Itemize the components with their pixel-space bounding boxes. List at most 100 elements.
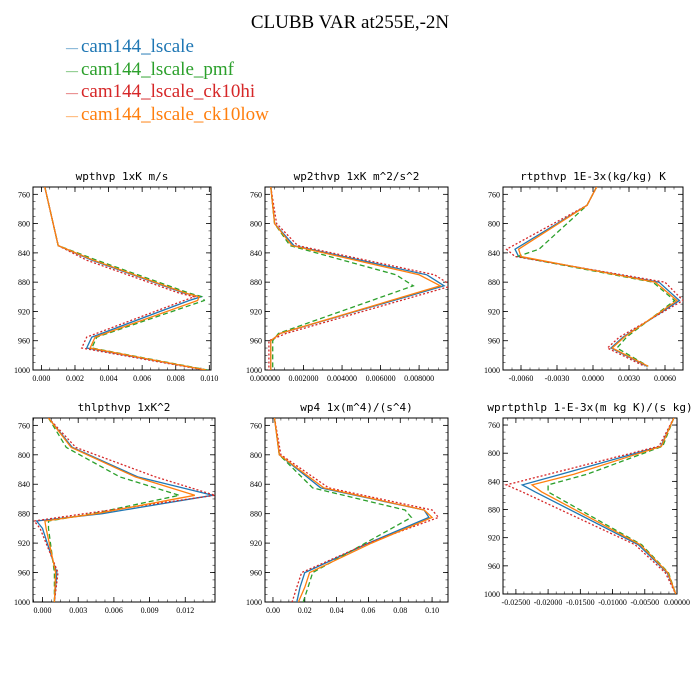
plot-frame (32, 186, 212, 371)
x-tick-label: -0.02000 (534, 598, 563, 607)
x-tick-label: 0.008 (167, 374, 185, 383)
series-line-cam144_lscale (520, 418, 677, 594)
y-tick-label: 1000 (246, 366, 262, 375)
series-line-cam144_lscale_pmf (514, 187, 676, 367)
y-tick-label: 1000 (14, 598, 30, 607)
legend-line-icon: — (66, 63, 81, 78)
subplot: wpthvp 1xK m/s76080084088092096010000.00… (14, 170, 218, 383)
series-line-cam144_lscale_ck10hi (273, 418, 440, 602)
series-line-cam144_lscale_ck10hi (33, 418, 215, 602)
y-tick-label: 1000 (246, 598, 262, 607)
subplot: wprtpthlp 1-E-3x(m kg K)/(s kg) 760 800 840… (484, 401, 693, 607)
x-tick-label: 0.000000 (250, 374, 280, 383)
subplot-title: wp2thvp 1xK m^2/s^2 (294, 170, 420, 183)
y-tick-label: 960 (488, 562, 500, 571)
x-tick-label: -0.0060 (509, 374, 534, 383)
x-tick-label: 0.0060 (654, 374, 676, 383)
y-tick-label: 1000 (484, 366, 500, 375)
series-line-cam144_lscale (514, 187, 681, 367)
x-tick-label: 0.006000 (366, 374, 396, 383)
y-tick-label: 960 (18, 569, 30, 578)
series-line-cam144_lscale_pmf (270, 187, 415, 370)
plot-frame (32, 417, 216, 603)
legend-label: cam144_lscale_ck10hi (81, 81, 256, 103)
legend-item: — cam144_lscale_pmf (66, 59, 269, 82)
x-tick-label: 0.10 (425, 606, 439, 615)
legend-line-icon: — (66, 40, 81, 55)
x-tick-label: 0.06 (361, 606, 375, 615)
legend: — cam144_lscale — cam144_lscale_pmf — ca… (66, 36, 269, 127)
series-line-cam144_lscale (270, 187, 446, 370)
plot-frame (264, 186, 449, 371)
y-tick-label: 920 (18, 307, 30, 316)
subplot-title: wp4 1x(m^4)/(s^4) (300, 401, 413, 414)
y-tick-label: 880 (250, 510, 262, 519)
y-tick-label: 960 (488, 337, 500, 346)
x-tick-label: 0.012 (176, 606, 194, 615)
x-tick-label: 0.004000 (327, 374, 357, 383)
legend-label: cam144_lscale_ck10low (81, 103, 269, 125)
x-tick-label: 0.00000 (664, 598, 690, 607)
x-tick-label: 0.002 (66, 374, 84, 383)
series-line-cam144_lscale_ck10low (273, 418, 434, 602)
legend-line-icon: — (66, 85, 81, 100)
series-line-cam144_lscale_ck10hi (44, 187, 205, 370)
y-tick-label: 840 (488, 249, 500, 258)
subplot: wp2thvp 1xK m^2/s^2 760 800 840 880 920 960 100… (246, 170, 449, 383)
y-tick-label: 1000 (484, 590, 500, 599)
y-tick-label: 760 (488, 421, 500, 430)
y-tick-label: 960 (250, 569, 262, 578)
subplot: wp4 1x(m^4)/(s^4) 760 800 840 880 920 960 1000 0… (246, 401, 449, 615)
x-tick-label: -0.01500 (566, 598, 595, 607)
x-tick-label: 0.002000 (289, 374, 319, 383)
y-tick-label: 960 (18, 337, 30, 346)
y-tick-label: 800 (18, 220, 30, 229)
legend-item: — cam144_lscale_ck10hi (66, 81, 269, 104)
y-tick-label: 920 (250, 539, 262, 548)
x-tick-label: 0.08 (393, 606, 407, 615)
series-line-cam144_lscale_pmf (273, 418, 413, 602)
subplot-title: wprtpthlp 1-E-3x(m kg K)/(s kg) (487, 401, 692, 414)
series-line-cam144_lscale_ck10low (44, 187, 207, 370)
series-line-cam144_lscale_ck10hi (268, 187, 448, 370)
x-tick-label: -0.02500 (502, 598, 531, 607)
y-tick-label: 800 (250, 451, 262, 460)
series-line-cam144_lscale_pmf (44, 187, 208, 370)
y-tick-label: 880 (488, 506, 500, 515)
y-tick-label: 840 (18, 480, 30, 489)
chart-title: CLUBB VAR at255E,-2N (250, 12, 450, 33)
series-line-cam144_lscale_ck10hi (505, 187, 683, 367)
series-line-cam144_lscale (35, 418, 213, 602)
x-tick-label: 0.006 (133, 374, 151, 383)
subplot: thlpthvp 1xK^2 760 800 840 880 920 960 1000 0.00… (14, 401, 216, 615)
x-tick-label: 0.0000 (582, 374, 604, 383)
y-tick-label: 960 (250, 337, 262, 346)
x-tick-label: 0.009 (141, 606, 159, 615)
series-line-cam144_lscale_ck10low (44, 418, 195, 602)
y-tick-label: 880 (488, 278, 500, 287)
x-tick-label: 0.008000 (404, 374, 434, 383)
y-tick-label: 800 (488, 449, 500, 458)
x-tick-label: 0.003 (69, 606, 87, 615)
subplot-title: wpthvp 1xK m/s (76, 170, 169, 183)
y-tick-label: 800 (250, 220, 262, 229)
y-tick-label: 760 (18, 421, 30, 430)
x-tick-label: 0.000 (32, 374, 50, 383)
series-line-cam144_lscale_ck10low (517, 187, 679, 367)
y-tick-label: 920 (250, 307, 262, 316)
plot-frame (502, 417, 678, 595)
y-tick-label: 760 (250, 190, 262, 199)
y-tick-label: 840 (488, 477, 500, 486)
y-tick-label: 880 (250, 278, 262, 287)
y-tick-label: 840 (250, 480, 262, 489)
legend-item: — cam144_lscale_ck10low (66, 104, 269, 127)
x-tick-label: -0.01000 (598, 598, 627, 607)
x-tick-label: -0.0030 (545, 374, 570, 383)
legend-item: — cam144_lscale (66, 36, 269, 59)
y-tick-label: 840 (18, 249, 30, 258)
plot-frame (264, 417, 449, 603)
x-tick-label: 0.02 (298, 606, 312, 615)
x-tick-label: 0.04 (330, 606, 344, 615)
x-tick-label: 0.00 (266, 606, 280, 615)
